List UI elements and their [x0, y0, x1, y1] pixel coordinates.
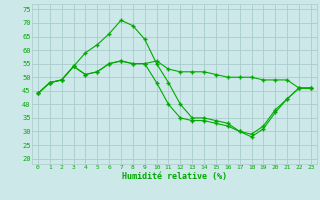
X-axis label: Humidité relative (%): Humidité relative (%)	[122, 172, 227, 181]
